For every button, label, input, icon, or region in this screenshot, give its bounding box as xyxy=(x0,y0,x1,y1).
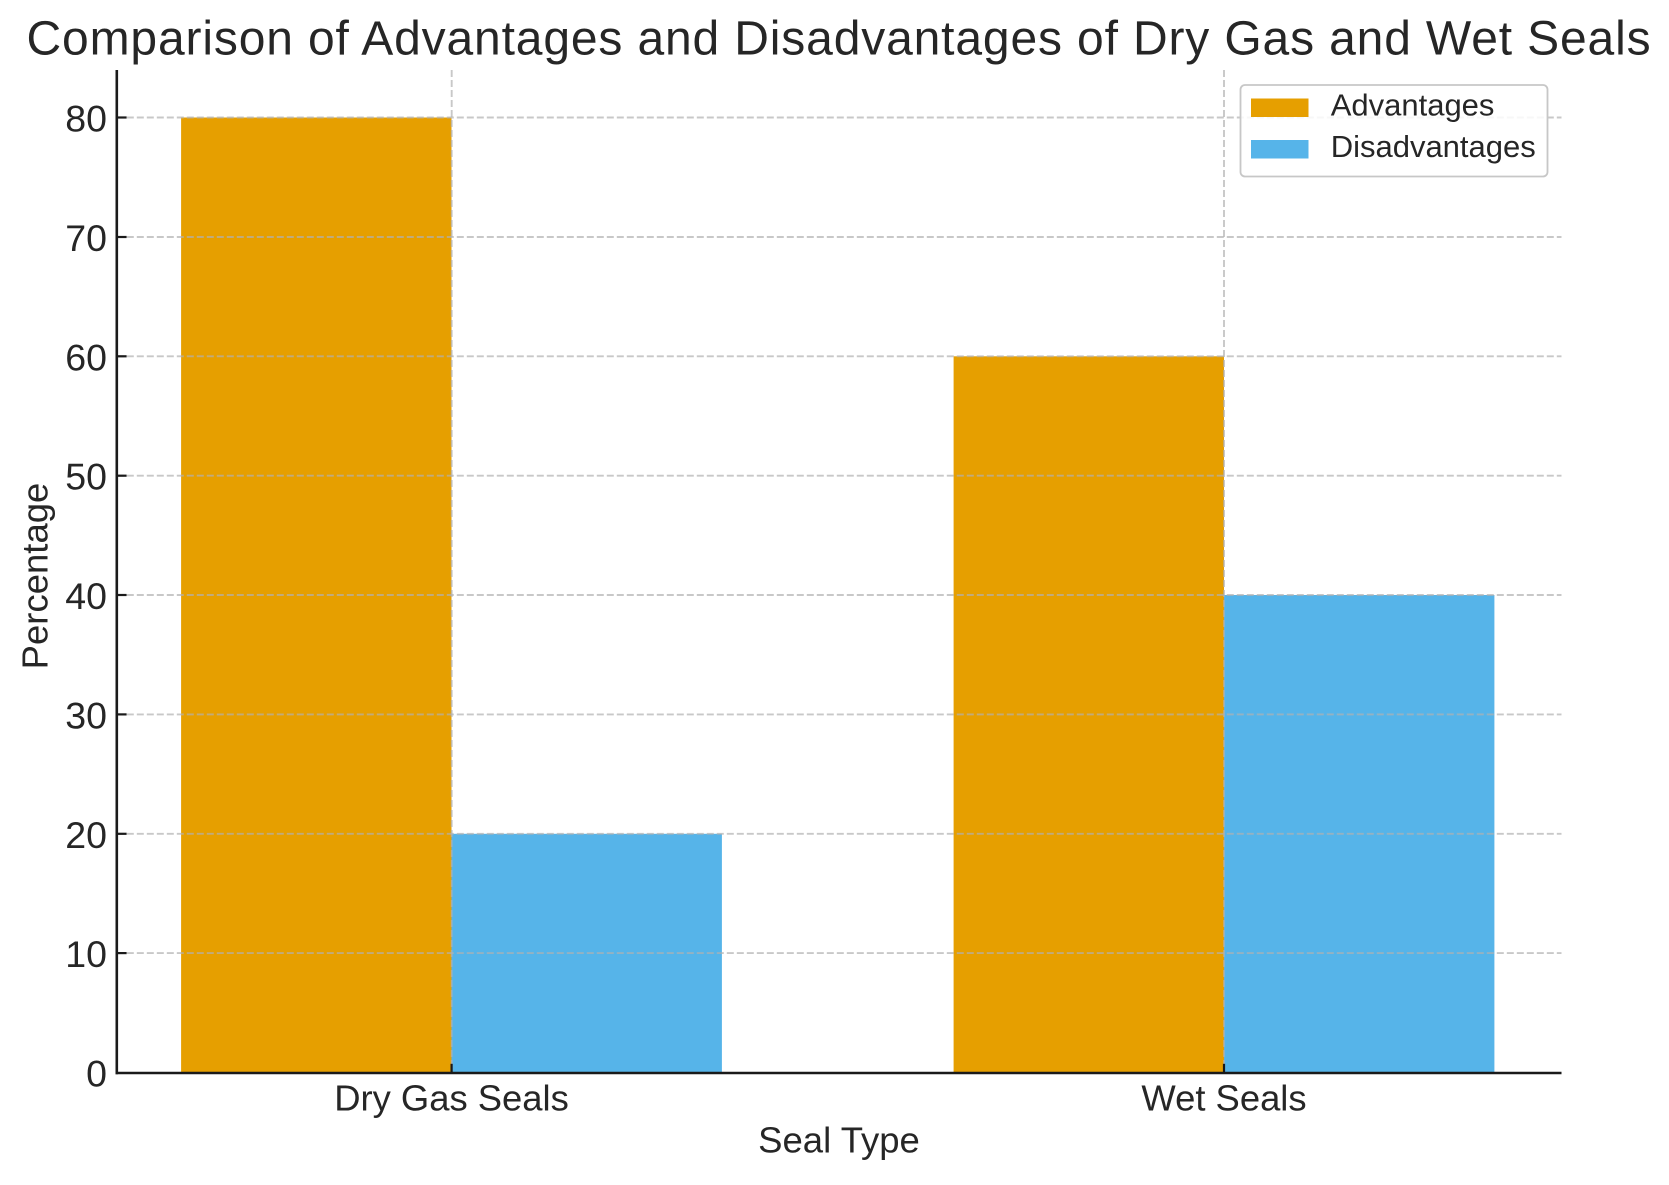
svg-text:Advantages: Advantages xyxy=(1331,88,1495,123)
svg-text:60: 60 xyxy=(65,336,107,378)
svg-text:0: 0 xyxy=(86,1053,107,1095)
svg-text:Comparison of Advantages and D: Comparison of Advantages and Disadvantag… xyxy=(27,13,1652,66)
svg-text:70: 70 xyxy=(65,217,107,259)
svg-text:10: 10 xyxy=(65,933,107,975)
svg-text:50: 50 xyxy=(65,456,107,498)
svg-text:20: 20 xyxy=(65,814,107,856)
svg-text:30: 30 xyxy=(65,694,107,736)
svg-text:Percentage: Percentage xyxy=(15,483,56,670)
svg-text:Seal Type: Seal Type xyxy=(758,1120,920,1161)
svg-text:80: 80 xyxy=(65,98,107,140)
svg-text:40: 40 xyxy=(65,575,107,617)
svg-text:Wet Seals: Wet Seals xyxy=(1141,1078,1306,1119)
svg-text:Disadvantages: Disadvantages xyxy=(1331,129,1536,164)
svg-text:Dry Gas Seals: Dry Gas Seals xyxy=(334,1078,569,1119)
